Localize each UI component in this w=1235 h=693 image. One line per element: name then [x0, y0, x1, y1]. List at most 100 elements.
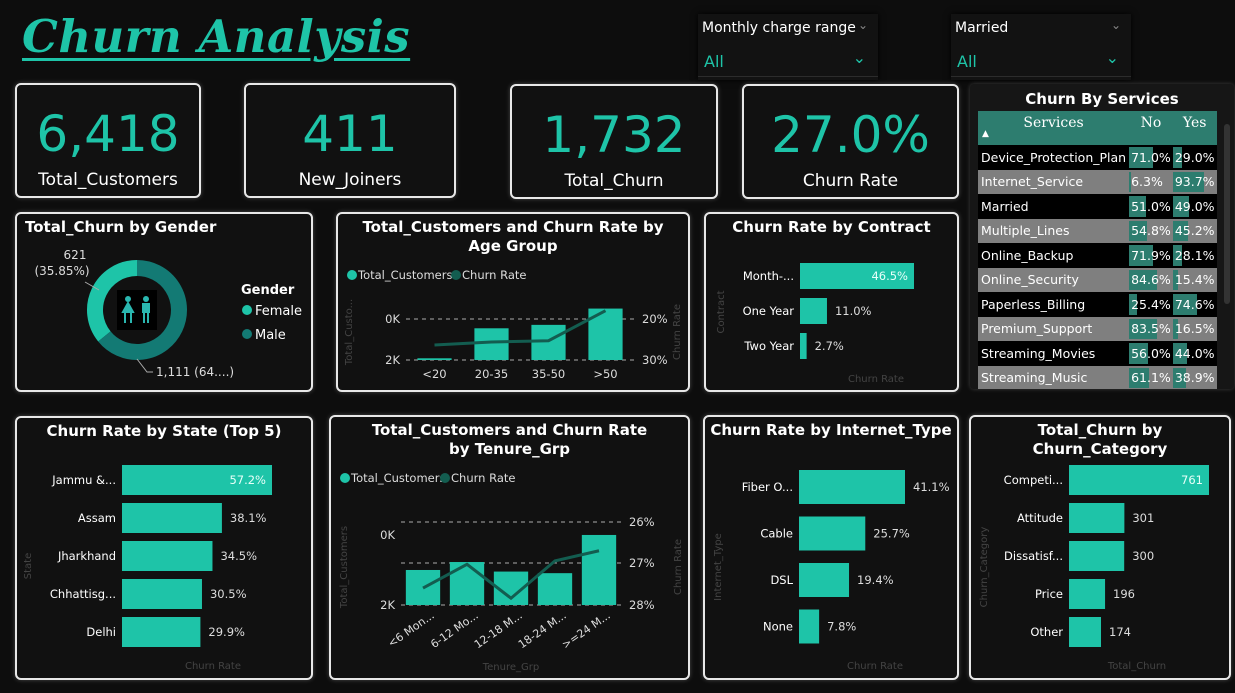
panel-title: Churn Rate by Internet_Type	[710, 421, 952, 439]
service-name: Multiple_Lines	[978, 218, 1130, 243]
data-bar	[1129, 269, 1157, 290]
bar	[449, 562, 485, 605]
y-axis-title: Internet_Type	[713, 533, 724, 601]
data-bar	[1172, 171, 1204, 192]
y-tick-label: Fiber O...	[742, 480, 793, 494]
y-axis-title: Contract	[716, 290, 727, 333]
table-row[interactable]: Premium_Support 83.5% 16.5%	[978, 316, 1217, 341]
bar	[799, 563, 850, 597]
y2-tick-label: 27%	[629, 556, 655, 570]
bar	[800, 333, 807, 359]
legend-item: Female	[255, 304, 302, 319]
y-tick-label: Month-...	[743, 269, 794, 283]
x-tick-label: >=24 M...	[559, 609, 612, 652]
table-row[interactable]: Online_Security 84.6% 15.4%	[978, 267, 1217, 292]
y-axis-title: Churn_Category	[979, 527, 990, 608]
y-tick-label: One Year	[743, 304, 795, 318]
kpi-value: 27.0%	[771, 106, 930, 164]
data-label: 25.7%	[873, 527, 910, 541]
cell-value: 54.8%	[1131, 223, 1171, 239]
slicer-value[interactable]: All	[704, 52, 724, 71]
panel-title: Total_Churn by Gender	[25, 218, 217, 236]
service-yes-cell: 29.0%	[1172, 145, 1217, 170]
kpi-label: New_Joiners	[298, 170, 402, 190]
cell-value: 93.7%	[1174, 174, 1215, 190]
chevron-down-icon[interactable]: ⌄	[852, 48, 866, 67]
table-row[interactable]: Streaming_Music 61.1% 38.9%	[978, 365, 1217, 389]
data-label: 301	[1132, 511, 1154, 525]
table-row[interactable]: Online_Backup 71.9% 28.1%	[978, 243, 1217, 268]
service-no-cell: 61.1%	[1129, 365, 1173, 389]
slicer-label: Married	[955, 20, 1009, 36]
service-yes-cell: 74.6%	[1172, 292, 1217, 317]
table-row[interactable]: Internet_Service 6.3% 93.7%	[978, 169, 1217, 194]
service-yes-cell: 93.7%	[1172, 169, 1217, 194]
y2-tick-label: 30%	[642, 353, 668, 367]
service-name: Internet_Service	[978, 169, 1130, 194]
legend-marker	[451, 270, 461, 280]
churn-rate-line	[434, 309, 607, 347]
x-axis-title: Total_Churn	[1107, 661, 1166, 672]
data-bar	[1129, 171, 1132, 192]
y-tick-label: None	[763, 620, 793, 634]
data-bar	[1129, 147, 1153, 168]
monthly-charge-slicer[interactable]: Monthly charge range ⌄ All ⌄	[698, 14, 878, 80]
married-slicer[interactable]: Married ⌄ All ⌄	[951, 14, 1131, 80]
bar	[799, 516, 866, 551]
donut-slice-male	[98, 260, 187, 360]
cell-value: 83.5%	[1131, 321, 1171, 337]
bar	[800, 263, 914, 289]
data-bar	[1129, 294, 1138, 315]
kpi-churn-rate: 27.0% Churn Rate	[742, 84, 959, 199]
chevron-down-icon[interactable]: ⌄	[1110, 18, 1121, 32]
x-tick-label: <20	[422, 367, 446, 381]
table-row[interactable]: Streaming_Movies 56.0% 44.0%	[978, 341, 1217, 366]
y2-axis-title: Churn Rate	[672, 304, 683, 360]
column-header[interactable]: No	[1129, 111, 1173, 145]
bar	[799, 470, 905, 504]
sort-up-icon[interactable]: ▲	[982, 129, 989, 139]
kpi-total-churn: 1,732 Total_Churn	[510, 84, 718, 199]
female-figure-icon	[121, 300, 135, 323]
male-figure-icon	[143, 313, 149, 323]
data-label: 19.4%	[857, 573, 894, 587]
bar	[474, 328, 509, 360]
data-bar	[1172, 245, 1183, 266]
y-axis-title: Total_Customers	[339, 526, 350, 609]
data-label: 41.1%	[913, 480, 950, 494]
internet-panel: Churn Rate by Internet_Type Fiber O... 41…	[703, 415, 959, 680]
column-header[interactable]: Yes	[1172, 111, 1217, 145]
donut-slice-female	[87, 260, 138, 342]
x-tick-label: 20-35	[475, 367, 508, 381]
y-tick-label: DSL	[770, 573, 793, 587]
table-row[interactable]: Multiple_Lines 54.8% 45.2%	[978, 218, 1217, 243]
bar	[799, 609, 820, 644]
data-label: 38.1%	[230, 511, 267, 525]
cell-value: 71.9%	[1131, 247, 1171, 263]
contract-bar-chart: Month-... 46.5% One Year 11.0% Two Year 2.7% C…	[716, 263, 914, 385]
kpi-label: Total_Churn	[564, 171, 664, 191]
table-row[interactable]: Married 51.0% 49.0%	[978, 194, 1217, 219]
table-row[interactable]: Device_Protection_Plan 71.0% 29.0%	[978, 145, 1217, 170]
service-yes-cell: 38.9%	[1172, 365, 1217, 389]
panel-title: Churn Rate by State (Top 5)	[46, 422, 282, 440]
chevron-down-icon[interactable]: ⌄	[857, 18, 868, 32]
data-bar	[1172, 196, 1189, 217]
service-yes-cell: 16.5%	[1172, 316, 1217, 341]
slicer-value[interactable]: All	[957, 52, 977, 71]
panel-title: Total_Churn by Churn_Category	[1032, 421, 1168, 458]
column-header[interactable]: ▲ Services	[978, 111, 1130, 145]
cell-value: 45.2%	[1174, 223, 1215, 239]
data-bar	[1129, 318, 1157, 339]
y-tick-label: Jharkhand	[57, 549, 116, 563]
table-row[interactable]: Paperless_Billing 25.4% 74.6%	[978, 292, 1217, 317]
kpi-new-joiners: 411 New_Joiners	[244, 83, 456, 198]
data-label: 621	[64, 248, 87, 262]
x-axis-title: Churn Rate	[848, 374, 904, 385]
chevron-down-icon[interactable]: ⌄	[1105, 48, 1119, 67]
service-no-cell: 84.6%	[1129, 267, 1173, 292]
x-axis-title: Churn Rate	[185, 661, 241, 672]
bar	[1069, 541, 1125, 571]
service-name: Married	[978, 194, 1130, 219]
scrollbar[interactable]	[1224, 124, 1230, 304]
